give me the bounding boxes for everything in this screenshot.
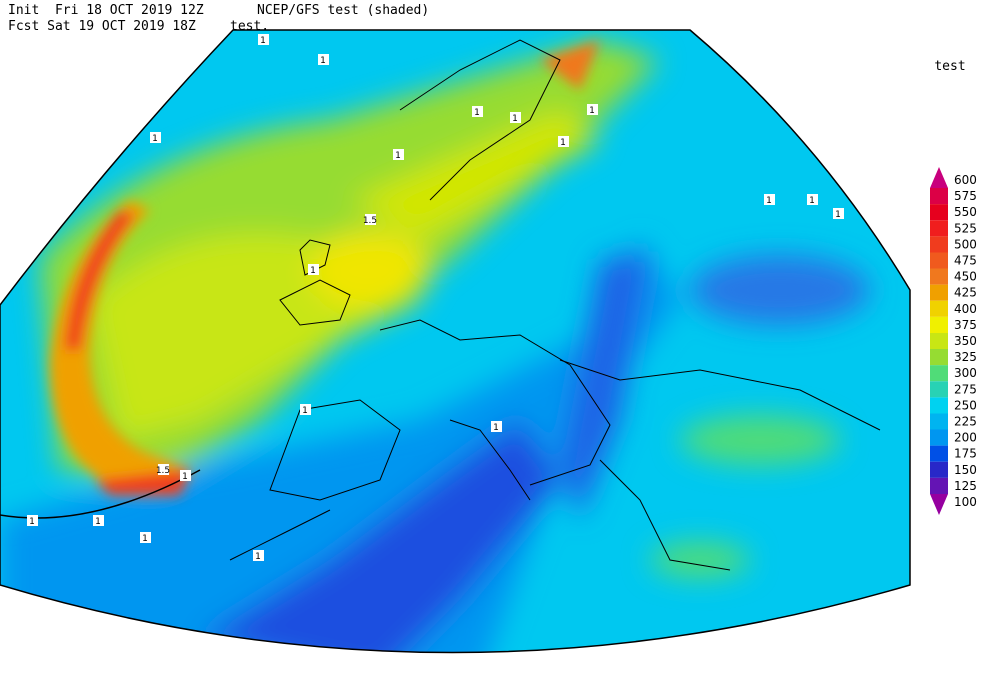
contour-label: 1 [493,423,499,433]
contour-label: 1 [255,552,261,562]
colorbar-label: 250 [954,398,977,412]
colorbar-swatch [930,461,948,478]
colorbar-label: 175 [954,447,977,461]
contour-label: 1 [320,56,326,66]
map-border [0,29,911,654]
contour-label-box [27,515,38,526]
contour-label: 1 [142,534,148,544]
contour-label-box [300,404,311,415]
contour-label: 1 [310,266,316,276]
colorbar-swatch [930,166,948,189]
colorbar-label: 500 [954,237,977,251]
colorbar-swatch [930,332,948,350]
colorbar-swatch [930,429,948,446]
contour-label: 1 [474,108,480,118]
contour-label-box [764,194,775,205]
contour-label: 1 [152,134,158,144]
contour-label: 1 [395,151,401,161]
contour-label: 1 [589,106,595,116]
model-title: NCEP/GFS test (shaded) [257,3,429,18]
contour-label-box [158,464,169,475]
contour-label-box [140,532,151,543]
colorbar-label: 200 [954,431,977,445]
colorbar-label: 600 [954,173,977,187]
colorbar-label: 550 [954,205,977,219]
colorbar-label: 275 [954,382,977,396]
colorbar-swatch [930,188,948,205]
coastlines [0,39,881,571]
contour-label-box [491,421,502,432]
init-time: Init Fri 18 OCT 2019 12Z [8,3,204,18]
field-name: test. [230,19,269,34]
colorbar-swatch [930,220,948,237]
colorbar-label: 375 [954,318,977,332]
colorbar-label: 450 [954,270,977,284]
colorbar-swatch [930,365,948,382]
contour-label-box [807,194,818,205]
colorbar-label: 525 [954,221,977,235]
colorbar-label: 575 [954,189,977,203]
forecast-time: Fcst Sat 19 OCT 2019 18Z [8,19,196,34]
contour-label-box [258,34,269,45]
colorbar-label: 125 [954,479,977,493]
contour-label: 1.5 [156,466,170,476]
contour-label: 1 [95,517,101,527]
colorbar-label: 150 [954,463,977,477]
colorbar-swatch [930,236,948,253]
contour-label: 1 [182,472,188,482]
contour-label: 1 [260,36,266,46]
contour-label: 1 [766,196,772,206]
colorbar-swatch [930,284,948,301]
contour-label: 1 [560,138,566,148]
contour-label-box [308,264,319,275]
contour-label-box [150,132,161,143]
contour-label: 1 [809,196,815,206]
contour-label: 1 [29,517,35,527]
colorbar-swatch [930,316,948,333]
contour-label: 1.5 [363,216,377,226]
contour-label-box [558,136,569,147]
colorbar-title: test [934,59,965,74]
contour-label-box [510,112,521,123]
contour-label: 1 [302,406,308,416]
contour-label-box [393,149,404,160]
colorbar-swatch [930,204,948,221]
colorbar-swatch [930,381,948,398]
contour-label-box [253,550,264,561]
colorbar-label: 100 [954,495,977,509]
colorbar-label: 300 [954,366,977,380]
colorbar-swatch [930,397,948,414]
colorbar-swatch [930,413,948,430]
colorbar-label: 225 [954,415,977,429]
contour-label: 1 [512,114,518,124]
colorbar-swatch [930,268,948,285]
colorbar-swatch [930,493,948,516]
contour-label-box [833,208,844,219]
colorbar-swatch [930,349,948,366]
contour-label: 1 [835,210,841,220]
contour-label-box [587,104,598,115]
colorbar: 600 575 550 525 500 475 450 425 400 375 350 325 300 2… [930,166,977,516]
contour-label-box [472,106,483,117]
colorbar-swatch [930,477,948,494]
contour-label-box [318,54,329,65]
colorbar-label: 475 [954,254,977,268]
contour-label-box [365,214,376,225]
colorbar-swatch [930,445,948,462]
colorbar-swatch [930,300,948,317]
colorbar-swatch [930,252,948,269]
contour-label-box [93,515,104,526]
colorbar-label: 425 [954,286,977,300]
colorbar-label: 400 [954,302,977,316]
contour-label-box [180,470,191,481]
colorbar-label: 325 [954,350,977,364]
contour-label-box [450,662,461,673]
contour-label: 1.5 [448,664,462,674]
colorbar-label: 350 [954,334,977,348]
